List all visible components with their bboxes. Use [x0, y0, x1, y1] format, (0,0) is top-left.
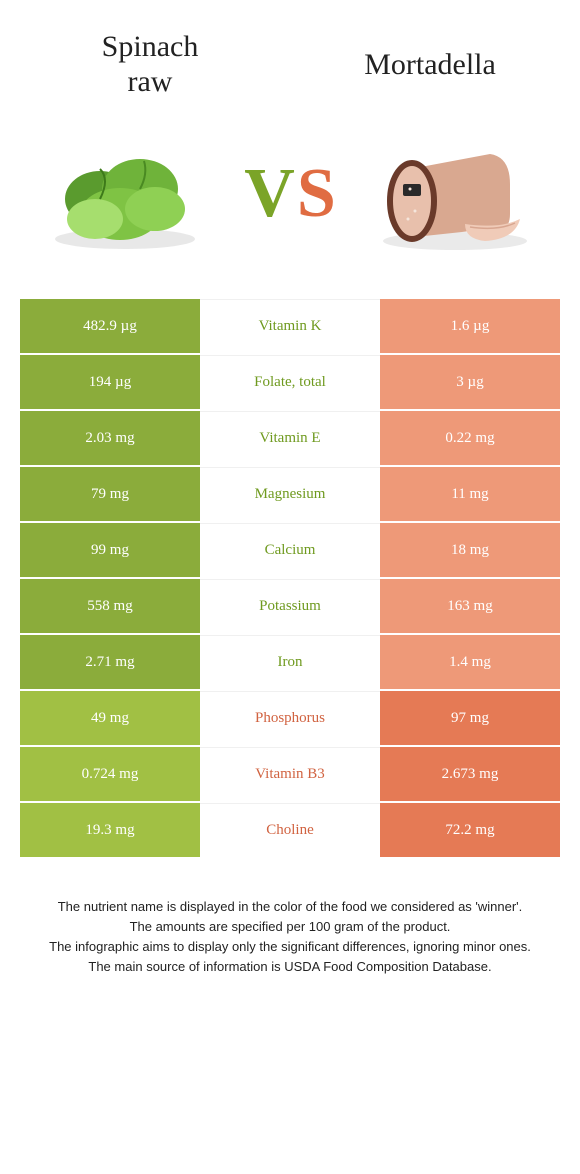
food-title-left-line1: Spinach: [40, 30, 260, 65]
nutrient-name-cell: Calcium: [200, 523, 380, 577]
table-row: 19.3 mgCholine72.2 mg: [20, 803, 560, 857]
table-row: 558 mgPotassium163 mg: [20, 579, 560, 633]
nutrient-name-cell: Potassium: [200, 579, 380, 633]
table-row: 2.03 mgVitamin E0.22 mg: [20, 411, 560, 465]
nutrient-name-cell: Vitamin B3: [200, 747, 380, 801]
nutrient-name-cell: Phosphorus: [200, 691, 380, 745]
vs-letter-s: S: [297, 159, 336, 229]
header: Spinach raw Mortadella: [20, 30, 560, 99]
footer-line: The amounts are specified per 100 gram o…: [20, 917, 560, 937]
footer-notes: The nutrient name is displayed in the co…: [20, 897, 560, 978]
value-cell-left: 2.03 mg: [20, 411, 200, 465]
table-row: 2.71 mgIron1.4 mg: [20, 635, 560, 689]
table-row: 99 mgCalcium18 mg: [20, 523, 560, 577]
nutrient-name-cell: Choline: [200, 803, 380, 857]
food-title-left-line2: raw: [40, 65, 260, 100]
footer-line: The infographic aims to display only the…: [20, 937, 560, 957]
value-cell-left: 194 µg: [20, 355, 200, 409]
table-row: 79 mgMagnesium11 mg: [20, 467, 560, 521]
vs-letter-v: V: [244, 159, 295, 229]
value-cell-right: 0.22 mg: [380, 411, 560, 465]
spinach-image: [40, 129, 210, 259]
food-title-right: Mortadella: [320, 48, 540, 83]
nutrient-name-cell: Folate, total: [200, 355, 380, 409]
value-cell-left: 482.9 µg: [20, 299, 200, 353]
value-cell-right: 18 mg: [380, 523, 560, 577]
value-cell-left: 79 mg: [20, 467, 200, 521]
value-cell-right: 11 mg: [380, 467, 560, 521]
value-cell-left: 0.724 mg: [20, 747, 200, 801]
mortadella-image: [370, 129, 540, 259]
table-row: 49 mgPhosphorus97 mg: [20, 691, 560, 745]
table-row: 0.724 mgVitamin B32.673 mg: [20, 747, 560, 801]
nutrient-name-cell: Vitamin K: [200, 299, 380, 353]
food-title-left: Spinach raw: [40, 30, 260, 99]
table-row: 482.9 µgVitamin K1.6 µg: [20, 299, 560, 353]
table-row: 194 µgFolate, total3 µg: [20, 355, 560, 409]
value-cell-right: 1.4 mg: [380, 635, 560, 689]
value-cell-left: 99 mg: [20, 523, 200, 577]
footer-line: The main source of information is USDA F…: [20, 957, 560, 977]
value-cell-right: 3 µg: [380, 355, 560, 409]
value-cell-left: 49 mg: [20, 691, 200, 745]
value-cell-right: 2.673 mg: [380, 747, 560, 801]
hero-row: V S: [20, 129, 560, 259]
value-cell-left: 558 mg: [20, 579, 200, 633]
value-cell-right: 1.6 µg: [380, 299, 560, 353]
comparison-table: 482.9 µgVitamin K1.6 µg194 µgFolate, tot…: [20, 299, 560, 857]
infographic-container: Spinach raw Mortadella V S: [0, 0, 580, 998]
value-cell-left: 19.3 mg: [20, 803, 200, 857]
value-cell-right: 163 mg: [380, 579, 560, 633]
vs-label: V S: [244, 159, 336, 229]
value-cell-left: 2.71 mg: [20, 635, 200, 689]
value-cell-right: 97 mg: [380, 691, 560, 745]
nutrient-name-cell: Vitamin E: [200, 411, 380, 465]
nutrient-name-cell: Magnesium: [200, 467, 380, 521]
footer-line: The nutrient name is displayed in the co…: [20, 897, 560, 917]
nutrient-name-cell: Iron: [200, 635, 380, 689]
value-cell-right: 72.2 mg: [380, 803, 560, 857]
